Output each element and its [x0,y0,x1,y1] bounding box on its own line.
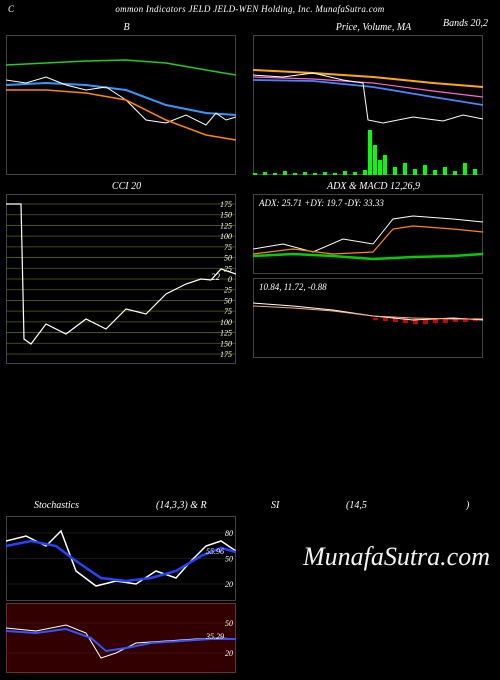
svg-text:50: 50 [224,296,232,305]
svg-text:100: 100 [220,318,232,327]
rsi-chart: 50 2035.29 [6,603,236,673]
panel-bollinger: B [6,22,247,175]
panel-cci: CCI 20 175150125100755025025507510012515… [6,181,247,364]
stoch-label-paren: ) [466,500,469,511]
svg-text:50: 50 [224,254,232,263]
svg-text:125: 125 [220,221,232,230]
svg-text:125: 125 [220,329,232,338]
page-header: C ommon Indicators JELD JELD-WEN Holding… [0,0,500,18]
svg-text:80: 80 [225,529,233,538]
stoch-label-row: Stochastics (14,3,3) & R SI (14,5 ) [6,500,494,516]
svg-text:20: 20 [225,649,233,658]
svg-text:150: 150 [220,339,232,348]
chart-grid: B Price, Volume, MA CCI 20 1751501251007… [0,18,500,368]
svg-text:75: 75 [224,307,232,316]
panel-adx-macd: ADX & MACD 12,26,9 ADX: 25.71 +DY: 19.7 … [253,181,494,364]
stoch-label-si: SI [271,500,279,511]
cci-chart: 175150125100755025025507510012515017522 [6,194,236,364]
svg-text:100: 100 [220,232,232,241]
svg-text:20: 20 [225,580,233,589]
bollinger-chart [6,35,236,175]
stoch-label-mid: (14,3,3) & R [156,500,207,511]
svg-text:10.84, 11.72, -0.88: 10.84, 11.72, -0.88 [259,282,327,292]
stoch-chart: 80 50 20 55.96 [6,516,236,601]
svg-text:35.29: 35.29 [205,632,224,641]
header-left: C [8,4,14,14]
bollinger-title: B [6,22,247,33]
adx-macd-title: ADX & MACD 12,26,9 [253,181,494,192]
svg-text:175: 175 [220,350,232,359]
svg-text:75: 75 [224,243,232,252]
cci-title: CCI 20 [6,181,247,192]
svg-text:50: 50 [225,619,233,628]
svg-text:55.96: 55.96 [206,547,224,556]
svg-text:25: 25 [224,286,232,295]
stoch-label-right: (14,5 [346,500,367,511]
svg-text:0: 0 [228,275,232,284]
svg-text:22: 22 [211,272,221,282]
price-ma-chart [253,35,483,175]
adx-chart: ADX: 25.71 +DY: 19.7 -DY: 33.33 [253,194,483,274]
stoch-label-left: Stochastics [34,500,79,511]
svg-text:50: 50 [225,555,233,564]
price-ma-title: Price, Volume, MA [253,22,494,33]
svg-text:ADX: 25.71 +DY: 19.7 -DY: 33.3: ADX: 25.71 +DY: 19.7 -DY: 33.33 [258,198,384,208]
svg-text:150: 150 [220,211,232,220]
svg-text:175: 175 [220,200,232,209]
macd-chart: 10.84, 11.72, -0.88 [253,278,483,358]
panel-price-ma: Price, Volume, MA [253,22,494,175]
header-center: ommon Indicators JELD JELD-WEN Holding, … [115,4,384,14]
lower-section: Stochastics (14,3,3) & R SI (14,5 ) 80 50… [6,500,494,673]
